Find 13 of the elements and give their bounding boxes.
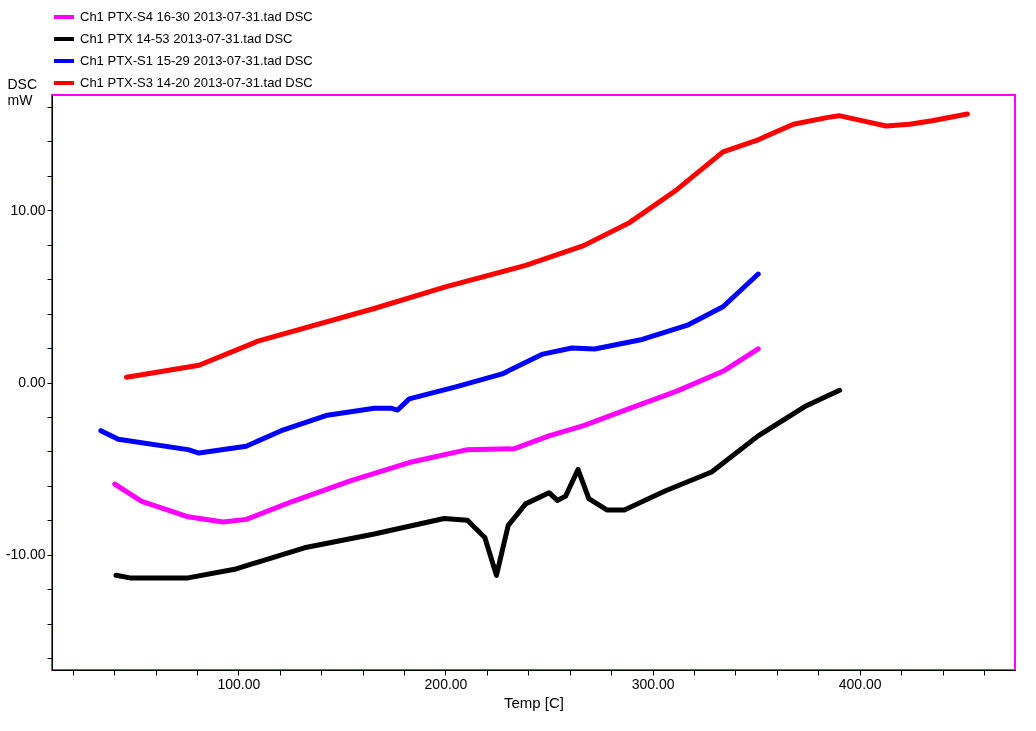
legend-label: Ch1 PTX-S4 16-30 2013-07-31.tad DSC bbox=[80, 9, 313, 24]
x-tick-label: 100.00 bbox=[217, 675, 261, 692]
x-tick-label: 400.00 bbox=[838, 675, 882, 692]
y-axis-title: DSC mW bbox=[7, 75, 38, 108]
x-tick-label: 200.00 bbox=[424, 675, 468, 692]
y-tick-label: 0.00 bbox=[18, 374, 46, 390]
y-tick-label: 10.00 bbox=[10, 201, 46, 218]
legend-label: Ch1 PTX 14-53 2013-07-31.tad DSC bbox=[80, 31, 293, 46]
legend-label: Ch1 PTX-S3 14-20 2013-07-31.tad DSC bbox=[80, 75, 313, 90]
y-tick-label: -10.00 bbox=[5, 546, 46, 563]
legend-label: Ch1 PTX-S1 15-29 2013-07-31.tad DSC bbox=[80, 53, 313, 68]
x-tick-label: 300.00 bbox=[631, 675, 675, 692]
x-axis-title: Temp [C] bbox=[503, 693, 565, 711]
